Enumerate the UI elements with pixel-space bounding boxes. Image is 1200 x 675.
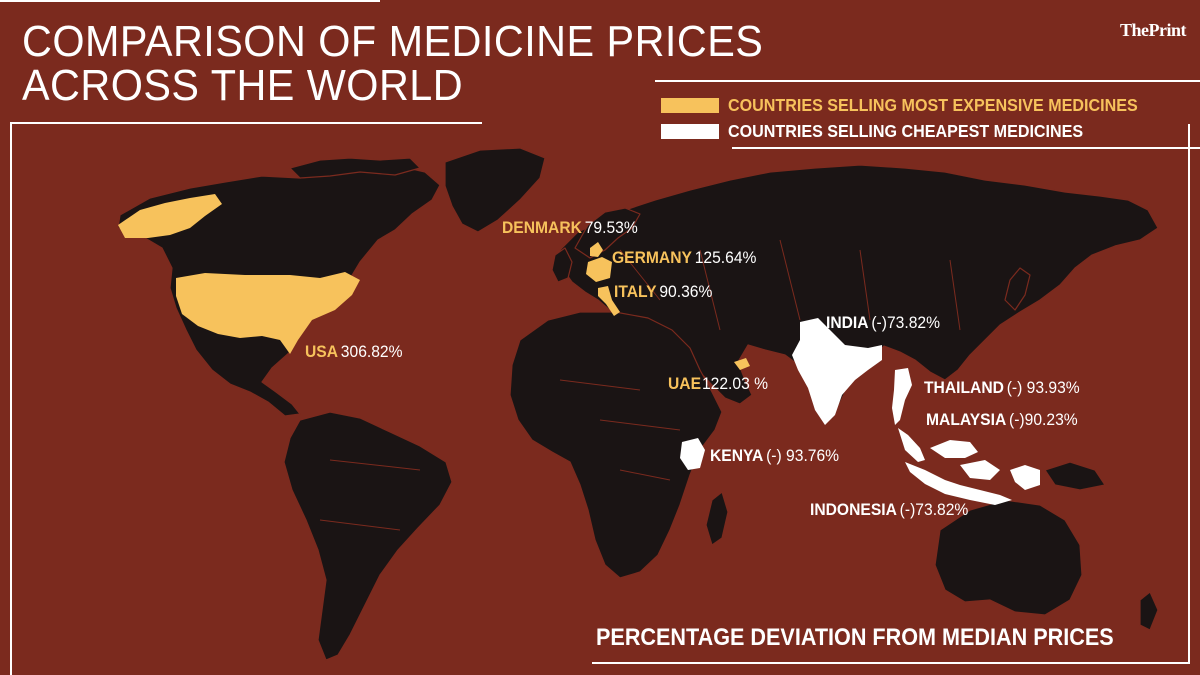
land-japan [1004,267,1031,311]
region-kenya [680,438,705,470]
label-india-name: INDIA [826,313,869,332]
region-alaska [118,194,222,238]
land-australia [934,499,1083,616]
legend: COUNTRIES SELLING MOST EXPENSIVE MEDICIN… [661,92,1173,144]
title-line-1: COMPARISON OF MEDICINE PRICES [22,17,764,66]
brand-part-1: The [1119,20,1149,40]
label-italy: ITALY 90.36% [614,282,712,302]
region-indonesia [905,462,1012,505]
land-madagascar [705,491,729,546]
frame-line-right [1188,124,1190,664]
legend-swatch-expensive [661,97,719,113]
label-germany-name: GERMANY [612,248,692,267]
land-africa [509,311,723,579]
label-denmark-value: 79.53% [584,218,638,237]
frame-line-left [10,124,12,675]
region-malaysia-borneo [930,440,978,458]
region-malaysia [898,428,925,462]
label-germany: GERMANY 125.64% [612,248,756,268]
land-new-zealand [1139,591,1159,631]
label-usa-value: 306.82% [340,342,403,361]
label-indonesia: INDONESIA (-)73.82% [810,500,968,520]
page-title: COMPARISON OF MEDICINE PRICES ACROSS THE… [22,20,811,108]
region-usa [176,272,360,354]
label-italy-value: 90.36% [659,282,713,301]
label-malaysia-value: (-)90.23% [1009,410,1078,429]
region-italy [598,286,620,316]
region-thailand [892,368,912,425]
title-line-2: ACROSS THE WORLD [22,61,464,110]
legend-swatch-cheapest [661,123,719,139]
label-germany-value: 125.64% [694,248,757,267]
label-denmark: DENMARK 79.53% [502,218,638,238]
label-thailand: THAILAND (-) 93.93% [924,378,1080,398]
label-thailand-name: THAILAND [924,378,1004,397]
label-thailand-value: (-) 93.93% [1006,378,1080,397]
frame-line-bottom [592,662,1190,664]
border-lines [319,239,961,531]
label-kenya-value: (-) 93.76% [766,446,840,465]
label-denmark-name: DENMARK [502,218,582,237]
region-germany [586,257,612,282]
legend-item-cheapest: COUNTRIES SELLING CHEAPEST MEDICINES [661,118,1173,144]
land-south-america [283,411,453,661]
land-png [1044,461,1106,491]
label-malaysia: MALAYSIA (-)90.23% [926,410,1078,430]
brand-part-2: Print [1148,20,1187,40]
label-italy-name: ITALY [614,282,657,301]
frame-line-legend-bottom [732,147,1200,149]
frame-line-top-left [0,0,380,2]
label-malaysia-name: MALAYSIA [926,410,1007,429]
land-greenland [444,147,546,233]
brand-logo: ThePrint [1119,20,1187,41]
legend-item-expensive: COUNTRIES SELLING MOST EXPENSIVE MEDICIN… [661,92,1173,118]
label-kenya: KENYA (-) 93.76% [710,446,839,466]
legend-label-expensive: COUNTRIES SELLING MOST EXPENSIVE MEDICIN… [728,94,1138,115]
label-indonesia-value: (-)73.82% [899,500,969,519]
legend-label-cheapest: COUNTRIES SELLING CHEAPEST MEDICINES [728,120,1084,141]
label-india-value: (-)73.82% [871,313,941,332]
label-usa: USA 306.82% [305,342,403,362]
region-denmark [590,242,603,257]
label-india: INDIA (-)73.82% [826,313,940,333]
label-uae: UAE122.03 % [668,374,768,394]
label-kenya-name: KENYA [710,446,764,465]
label-uae-value: 122.03 % [701,374,769,393]
region-uae [734,358,750,370]
frame-line-legend-top [655,80,1200,82]
label-uae-name: UAE [668,374,702,393]
label-indonesia-name: INDONESIA [810,500,897,519]
land-uk [551,247,573,283]
label-usa-name: USA [305,342,339,361]
region-indonesia-islands [960,460,1040,490]
frame-line-under-title [10,122,482,124]
land-arctic-islands [289,157,421,179]
footnote-caption: PERCENTAGE DEVIATION FROM MEDIAN PRICES [596,624,1114,651]
region-india [792,318,882,425]
